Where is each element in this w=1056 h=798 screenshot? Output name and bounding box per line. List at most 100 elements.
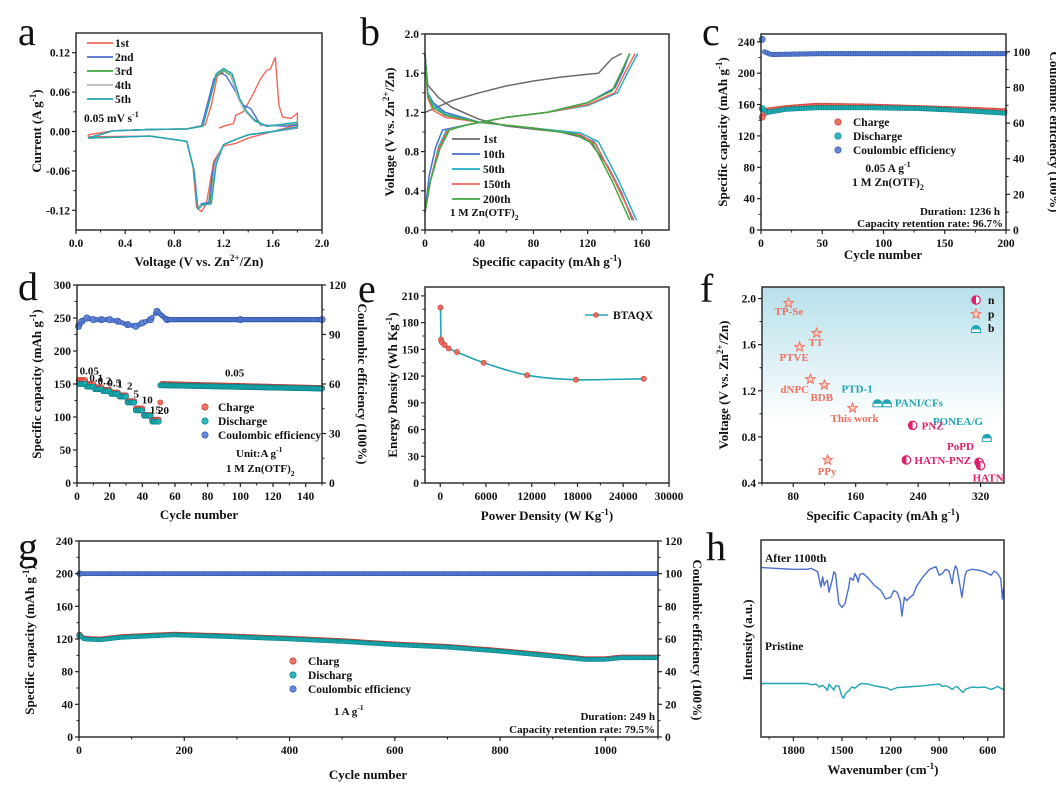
y-tick-label: 120 (56, 634, 74, 646)
y-axis-label-sup: -1 (384, 316, 394, 324)
series-label-pristine: Pristine (765, 641, 803, 653)
x-tick-label: 320 (972, 491, 990, 503)
x-axis-label: Wavenumber (cm-1) (828, 761, 939, 777)
x-axis-label-sup: -1 (610, 253, 618, 263)
y-axis-label-part: Specific capacity (mAh g (715, 69, 730, 207)
data-point-Discharge (123, 393, 129, 400)
x-tick-label: 40 (473, 238, 485, 250)
y-tick-label: 0 (749, 225, 755, 237)
plot-frame (760, 539, 1005, 738)
legend-marker-p (969, 307, 983, 320)
legend-label: 200th (483, 194, 511, 206)
y-axis-label-sup: -1 (714, 61, 724, 69)
x-axis-label-sup: -1 (948, 507, 956, 517)
note-electrolyte-part: 1 M Zn(OTF) (450, 207, 515, 219)
panel-label-b: b (360, 9, 380, 54)
x-tick-label: 18000 (563, 491, 592, 503)
legend-label: Coulombic efficiency (218, 430, 321, 442)
x-tick-label: 1.6 (266, 238, 281, 250)
x-tick-label: 80 (202, 491, 214, 503)
y-tick-label: 160 (738, 100, 756, 112)
point-label: HATN (973, 473, 1004, 485)
y-tick-label: 1.2 (742, 386, 757, 398)
y2-tick-label: 120 (665, 536, 683, 548)
data-point-Charge (157, 399, 164, 406)
panel-label-c: c (702, 9, 720, 54)
data-point-BTAQX (524, 372, 531, 379)
charge-curve-200th (424, 53, 631, 213)
y-axis-label: Intensity (a.u.) (740, 599, 755, 680)
plot-frame (761, 286, 1005, 484)
note-electrolyte: 1 M Zn(OTF)2 (226, 463, 295, 478)
panel-g: 0 200 400 600 800 1000 0 40 80 120 160 200 240 0 20 40 6… (18, 524, 705, 782)
marker-p-BDB (818, 378, 831, 391)
x-tick-label: 1500 (831, 745, 854, 757)
marker-p-dNPC (804, 372, 817, 385)
panel-b: 0 40 80 120 160 0.0 0.4 0.8 1.2 1.6 2.0 b 1st 10th 50t… (360, 9, 670, 269)
x-tick-label: 20 (104, 491, 116, 503)
panel-label-e: e (358, 266, 376, 311)
rate-label: 2 (127, 381, 133, 393)
x-tick-label: 80 (528, 238, 540, 250)
rate-label: 20 (158, 405, 170, 417)
x-tick-label: 1200 (879, 745, 902, 757)
point-label: PoPD (947, 441, 974, 453)
y-tick-label: 0 (65, 478, 71, 490)
legend-label: p (988, 309, 994, 321)
y-tick-label: 90 (408, 398, 420, 410)
legend-label: 1st (115, 38, 129, 50)
note-electrolyte-sub: 2 (920, 183, 924, 192)
plot-background (762, 287, 1004, 483)
y-tick-label: 100 (54, 412, 72, 424)
legend-label: Discharg (308, 670, 352, 682)
legend-label: Discharge (853, 131, 902, 143)
y-axis-label-sup: -1 (28, 313, 38, 321)
x-tick-label: 240 (910, 491, 928, 503)
legend-label: 150th (483, 179, 511, 191)
legend-label: Discharge (218, 416, 267, 428)
x-tick-label: 1.2 (216, 238, 231, 250)
legend-marker-Charg (289, 657, 297, 665)
y-axis-label-after-sup: /Zn) (716, 321, 731, 346)
data-point-Discharge (155, 418, 162, 425)
note-unit-part: Unit:A g (236, 448, 277, 460)
point-label: PNZ (922, 420, 944, 432)
x-tick-label: 600 (386, 745, 404, 757)
x-axis-label: Specific Capacity (mAh g-1) (806, 507, 959, 523)
panel-a: 0.0 0.4 0.8 1.2 1.6 2.0 -0.12 -0.06 0.00 0.06 0.12… (18, 9, 329, 269)
point-label: BDB (810, 392, 833, 404)
data-point-BTAQX (454, 349, 460, 355)
x-axis-label: Cycle number (844, 247, 923, 262)
plot-frame (78, 540, 659, 738)
ftir-pristine (761, 682, 1005, 699)
marker-p-PPy (821, 453, 834, 466)
y-tick-label: 50 (60, 445, 72, 457)
x-tick-label: 12000 (517, 491, 546, 503)
x-axis-label-sup: 2+ (230, 253, 240, 263)
x-tick-label: 2.0 (315, 238, 330, 250)
y-tick-label: 0.8 (405, 147, 420, 159)
x-tick-label: 40 (137, 491, 149, 503)
y2-tick-label: 60 (665, 634, 677, 646)
y-tick-label: 0.8 (742, 432, 757, 444)
y2-tick-label: 80 (1013, 82, 1025, 94)
note-scan-rate-part: 0.05 mV s (84, 113, 133, 125)
y-tick-label: 300 (54, 280, 72, 292)
note-electrolyte-part: 1 M Zn(OTF) (852, 177, 920, 189)
y-axis-label-sup: -1 (28, 93, 38, 101)
note-electrolyte: 1 M Zn(OTF)2 (852, 177, 924, 192)
x-tick-label: 0 (437, 491, 443, 503)
y-axis-label: Voltage (V vs. Zn2+/Zn) (381, 68, 397, 197)
y-tick-label: 150 (54, 379, 72, 391)
point-label: PTD-1 (842, 383, 873, 395)
rate-label: 10 (142, 394, 154, 406)
legend-marker-Discharg (289, 671, 297, 679)
data-point-BTAQX (480, 359, 487, 366)
x-tick-label: 0 (422, 238, 428, 250)
panel-c: 0 50 100 150 2000408012016020024002040608010… (702, 9, 1056, 262)
y-tick-label: 200 (738, 68, 756, 80)
y2-tick-label: 100 (665, 569, 683, 581)
data-point-Discharge (139, 407, 146, 414)
note-duration: Duration: 1236 h (920, 206, 1000, 218)
